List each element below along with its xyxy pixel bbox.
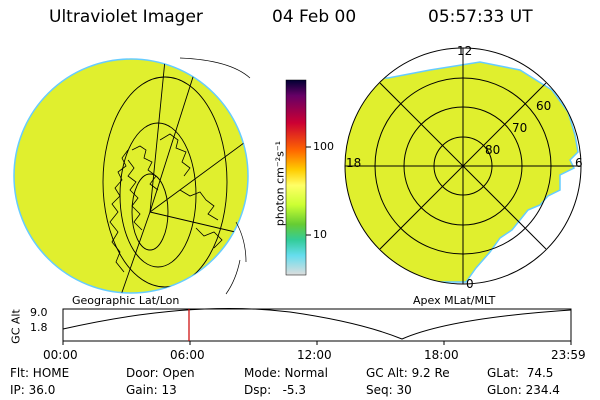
mlat-label-60: 60 — [536, 99, 552, 113]
polar-mlat-mlt-plot — [344, 47, 582, 285]
timeline-x-tick-0000: 00:00 — [43, 348, 78, 362]
colorbar-tick-10: 10 — [313, 228, 327, 241]
left-panel-caption: Geographic Lat/Lon — [72, 294, 180, 307]
door-status: Door: Open — [126, 366, 195, 380]
time-label: 05:57:33 UT — [428, 7, 533, 27]
geographic-map — [13, 57, 251, 295]
mlt-label-0: 0 — [466, 277, 474, 291]
gc-alt-value: GC Alt: 9.2 Re — [366, 366, 450, 380]
mlt-label-12: 12 — [457, 44, 473, 58]
glat-value: GLat: 74.5 — [487, 366, 554, 380]
glon-value: GLon: 234.4 — [487, 383, 560, 397]
outer-grid-lines — [179, 57, 251, 295]
timeline-y-max: 9.0 — [30, 306, 48, 319]
timeline-axis-title: GC Alt — [9, 309, 23, 344]
polar-grid — [344, 47, 582, 285]
colorbar-unit-label: photon cm⁻²s⁻¹ — [273, 140, 287, 227]
timeline-y-min: 1.8 — [30, 321, 48, 334]
mlt-label-18: 18 — [346, 156, 362, 170]
coastline — [109, 133, 223, 273]
instrument-title: Ultraviolet Imager — [49, 7, 203, 27]
flight-status: Flt: HOME — [10, 366, 70, 380]
timeline-x-tick-1800: 18:00 — [424, 348, 459, 362]
right-panel-caption: Apex MLat/MLT — [413, 294, 496, 307]
color-scale — [285, 79, 311, 276]
altitude-timeline — [62, 308, 572, 345]
gain-value: Gain: 13 — [126, 383, 177, 397]
timeline-x-tick-2359: 23:59 — [551, 348, 586, 362]
timeline-x-tick-0600: 06:00 — [170, 348, 205, 362]
mode-status: Mode: Normal — [244, 366, 328, 380]
mlt-label-6: 6 — [575, 156, 583, 170]
date-label: 04 Feb 00 — [272, 7, 357, 27]
seq-value: Seq: 30 — [366, 383, 412, 397]
dsp-value: Dsp: -5.3 — [244, 383, 307, 397]
lat-lon-grid — [102, 59, 248, 293]
ip-value: IP: 36.0 — [10, 383, 56, 397]
colorbar-tick-100: 100 — [313, 140, 334, 153]
mlat-label-80: 80 — [485, 143, 501, 157]
timeline-x-tick-1200: 12:00 — [297, 348, 332, 362]
mlat-label-70: 70 — [512, 121, 528, 135]
